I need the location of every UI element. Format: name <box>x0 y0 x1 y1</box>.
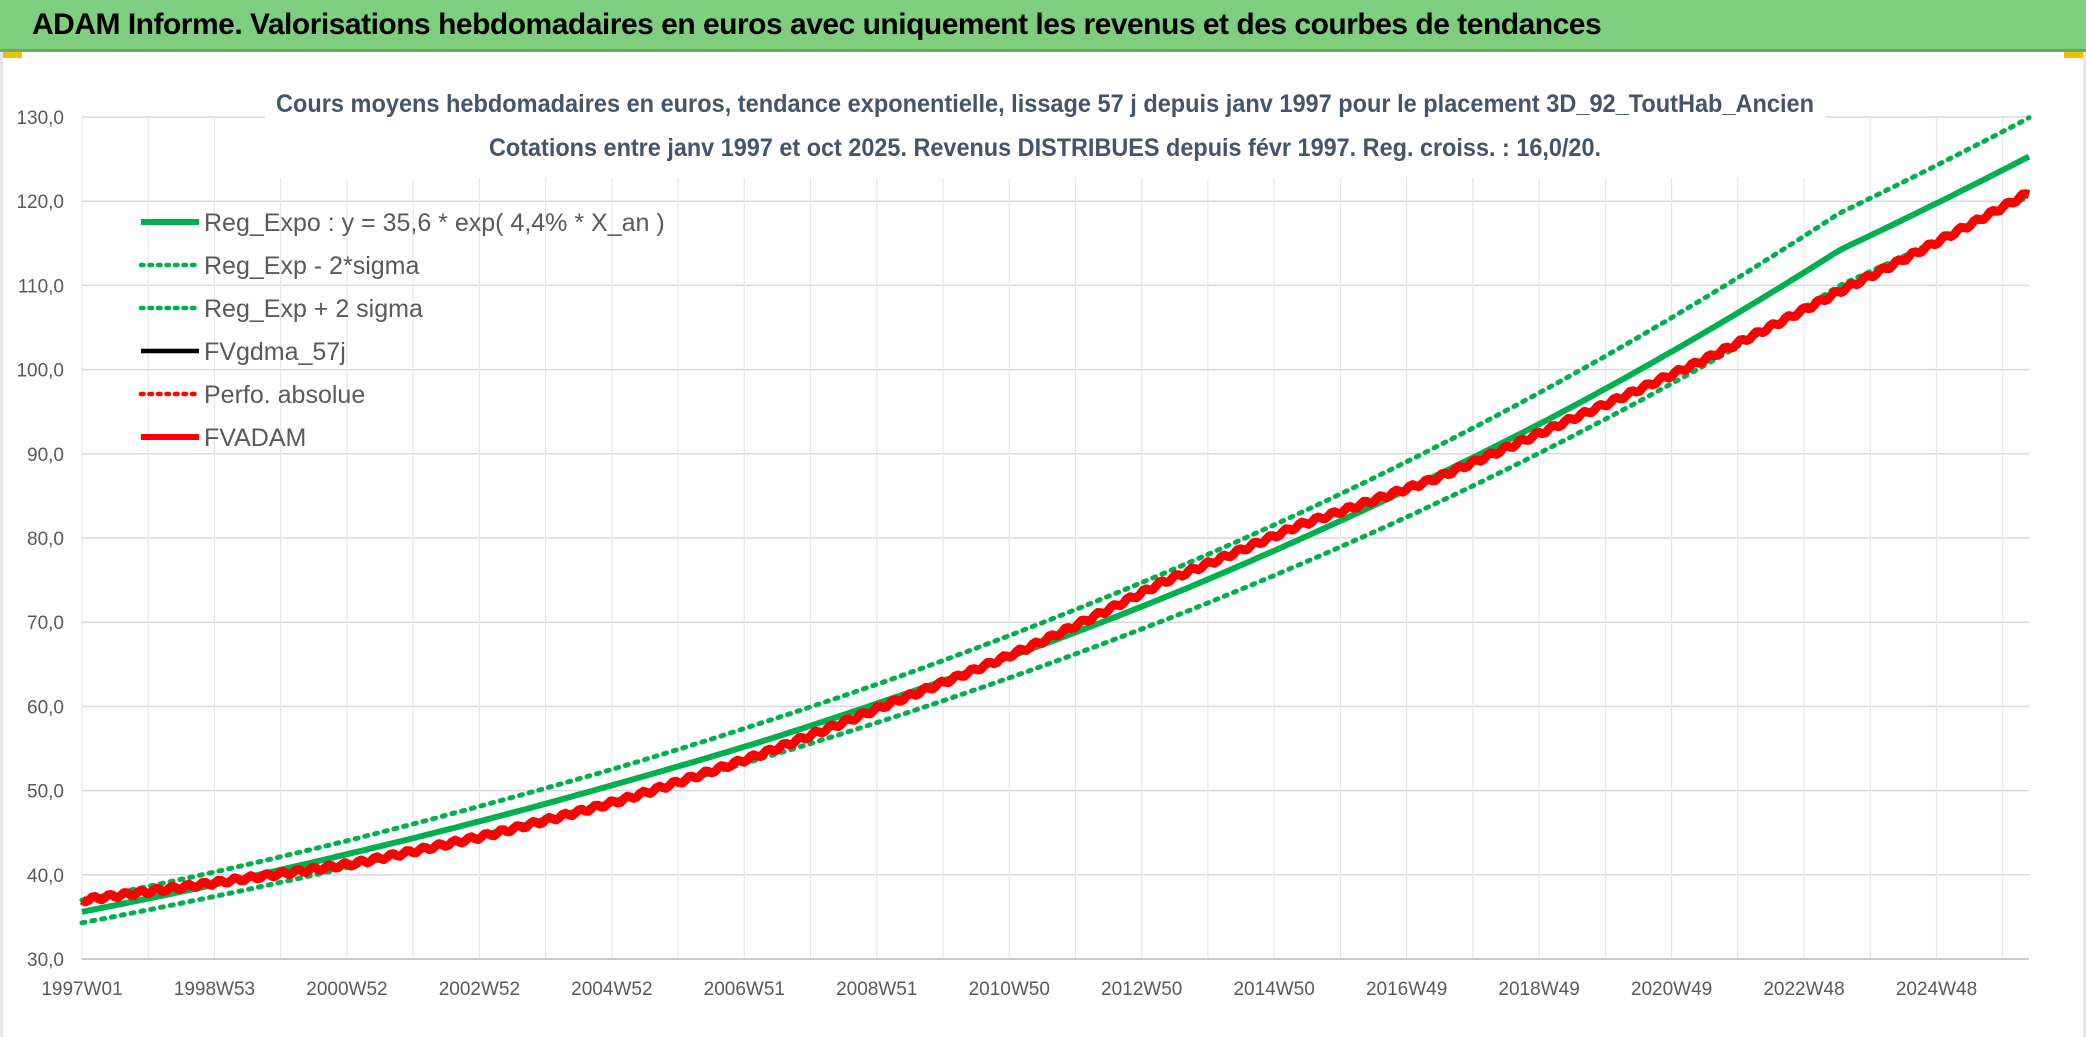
x-tick-label: 2018W49 <box>1498 979 1579 1000</box>
x-tick-label: 2016W49 <box>1366 979 1447 1000</box>
x-tick-label: 2022W48 <box>1763 979 1844 1000</box>
y-tick-label: 120,0 <box>16 192 64 213</box>
series-line-4 <box>79 189 2031 907</box>
title-background <box>265 92 1825 178</box>
x-tick-label: 2010W50 <box>969 979 1050 1000</box>
chart-title-line-1: Cours moyens hebdomadaires en euros, ten… <box>276 90 1814 118</box>
y-tick-label: 30,0 <box>27 950 64 971</box>
report-title: ADAM Informe. Valorisations hebdomadaire… <box>32 8 1602 41</box>
y-tick-label: 100,0 <box>16 361 64 382</box>
x-tick-label: 2008W51 <box>836 979 917 1000</box>
series-line-3 <box>79 115 2032 903</box>
legend-label: Reg_Expo : y = 35,6 * exp( 4,4% * X_an ) <box>204 209 665 237</box>
legend-label: Perfo. absolue <box>204 381 365 409</box>
title-banner: ADAM Informe. Valorisations hebdomadaire… <box>0 0 2086 52</box>
x-tick-label: 2020W49 <box>1631 979 1712 1000</box>
x-tick-label: 2004W52 <box>571 979 652 1000</box>
chart-title-line-2: Cotations entre janv 1997 et oct 2025. R… <box>489 134 1601 162</box>
chart-frame: 30,0 40,0 50,0 60,0 70,0 80,0 90,0 100,0 110,0 12… <box>0 52 2086 1037</box>
x-tick-label: 1997W01 <box>41 979 122 1000</box>
legend-label: FVgdma_57j <box>204 338 346 366</box>
y-tick-label: 130,0 <box>16 108 64 129</box>
legend-label: Reg_Exp + 2 sigma <box>204 295 423 323</box>
x-tick-label: 2002W52 <box>439 979 520 1000</box>
y-tick-label: 80,0 <box>27 529 64 550</box>
legend: Reg_Expo : y = 35,6 * exp( 4,4% * X_an )… <box>138 209 665 452</box>
corner-marker-right <box>2064 52 2086 58</box>
y-tick-label: 70,0 <box>27 613 64 634</box>
series-layer <box>79 115 2032 926</box>
y-tick-label: 40,0 <box>27 866 64 887</box>
y-tick-label: 50,0 <box>27 782 64 803</box>
y-tick-label: 60,0 <box>27 697 64 718</box>
legend-label: FVADAM <box>204 424 306 452</box>
y-tick-label: 110,0 <box>18 276 64 297</box>
x-tick-label: 1998W53 <box>174 979 255 1000</box>
line-chart: 30,0 40,0 50,0 60,0 70,0 80,0 90,0 100,0 110,0 12… <box>16 90 2032 1000</box>
corner-marker-left <box>0 52 22 58</box>
x-tick-label: 2014W50 <box>1233 979 1314 1000</box>
legend-label: Reg_Exp - 2*sigma <box>204 252 419 280</box>
x-tick-label: 2012W50 <box>1101 979 1182 1000</box>
x-axis-ticks: 1997W01 1998W53 2000W52 2002W52 2004W52 2006W… <box>41 979 1977 1000</box>
x-tick-label: 2000W52 <box>306 979 387 1000</box>
x-tick-label: 2006W51 <box>704 979 785 1000</box>
y-tick-label: 90,0 <box>27 445 64 466</box>
x-tick-label: 2024W48 <box>1896 979 1977 1000</box>
y-axis-ticks: 30,0 40,0 50,0 60,0 70,0 80,0 90,0 100,0 110,0 12… <box>16 108 64 971</box>
